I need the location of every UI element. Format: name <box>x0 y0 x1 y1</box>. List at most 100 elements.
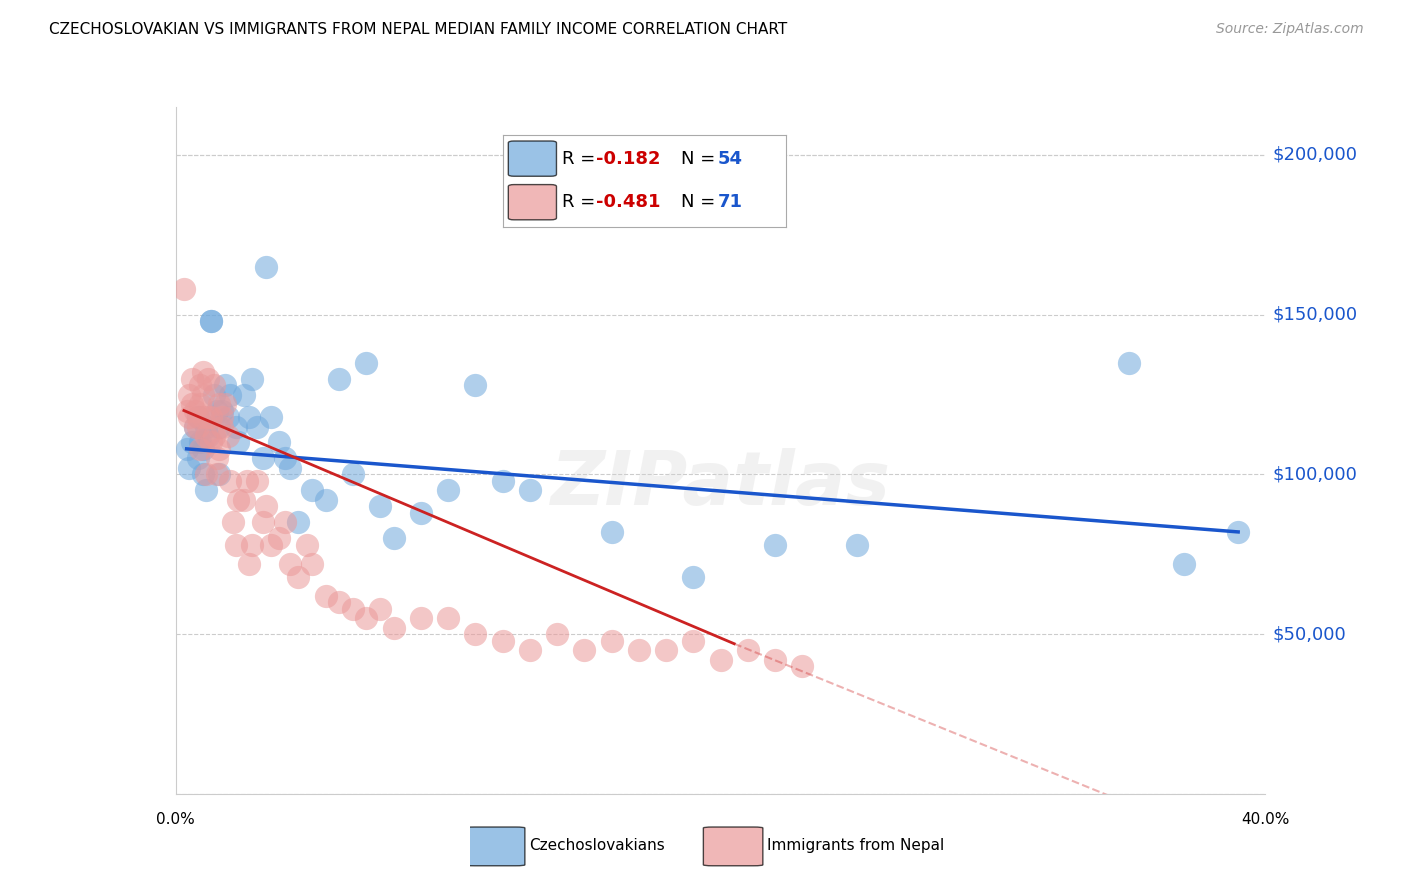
Point <box>382 531 405 545</box>
Point <box>437 483 460 498</box>
Point <box>409 611 432 625</box>
Point <box>246 474 269 488</box>
Text: N =: N = <box>681 194 721 211</box>
Point <box>200 314 222 328</box>
Point <box>464 378 486 392</box>
Point <box>519 643 541 657</box>
Point <box>228 493 250 508</box>
Point <box>200 409 222 424</box>
Point <box>238 557 260 571</box>
Point <box>763 538 786 552</box>
Point <box>197 409 219 424</box>
Point <box>356 611 378 625</box>
Point <box>240 371 263 385</box>
Point <box>186 409 209 424</box>
Point <box>1173 557 1195 571</box>
Text: Immigrants from Nepal: Immigrants from Nepal <box>768 838 945 853</box>
Point <box>492 633 515 648</box>
Text: R =: R = <box>562 150 602 168</box>
Point <box>240 538 263 552</box>
Point <box>200 314 222 328</box>
Point <box>492 474 515 488</box>
Point <box>211 409 233 424</box>
Point <box>176 442 198 456</box>
Point <box>208 419 231 434</box>
Point <box>188 442 211 456</box>
Point <box>225 538 247 552</box>
Point <box>246 419 269 434</box>
Point <box>342 601 364 615</box>
Point <box>200 435 222 450</box>
Point <box>464 627 486 641</box>
Point <box>682 633 704 648</box>
Point <box>188 397 211 411</box>
Point <box>208 442 231 456</box>
FancyBboxPatch shape <box>509 141 557 177</box>
Text: 40.0%: 40.0% <box>1241 812 1289 827</box>
Point <box>194 419 217 434</box>
FancyBboxPatch shape <box>703 827 763 866</box>
Point <box>269 531 291 545</box>
Point <box>274 516 297 530</box>
Point <box>184 419 207 434</box>
Point <box>181 397 204 411</box>
Point <box>368 601 391 615</box>
Point <box>328 595 350 609</box>
Point <box>254 260 277 274</box>
Text: CZECHOSLOVAKIAN VS IMMIGRANTS FROM NEPAL MEDIAN FAMILY INCOME CORRELATION CHART: CZECHOSLOVAKIAN VS IMMIGRANTS FROM NEPAL… <box>49 22 787 37</box>
Point <box>260 538 283 552</box>
Point <box>222 516 245 530</box>
Point <box>287 516 309 530</box>
Point <box>1227 524 1250 539</box>
Point <box>186 419 209 434</box>
Point <box>194 483 217 498</box>
Text: $100,000: $100,000 <box>1272 466 1357 483</box>
Point <box>186 409 209 424</box>
Point <box>214 397 236 411</box>
Point <box>260 409 283 424</box>
Point <box>278 557 301 571</box>
Point <box>600 633 623 648</box>
Point <box>176 403 198 417</box>
Point <box>184 419 207 434</box>
Point <box>179 409 201 424</box>
Point <box>254 500 277 514</box>
Point <box>194 467 217 482</box>
Point <box>328 371 350 385</box>
Point <box>368 500 391 514</box>
Point <box>737 643 759 657</box>
Point <box>682 569 704 583</box>
Text: 0.0%: 0.0% <box>156 812 195 827</box>
Point <box>225 419 247 434</box>
Text: $200,000: $200,000 <box>1272 146 1357 164</box>
Point <box>228 435 250 450</box>
Point <box>197 371 219 385</box>
Point <box>188 435 211 450</box>
Point <box>188 378 211 392</box>
Point <box>232 493 254 508</box>
Point <box>179 387 201 401</box>
Point <box>191 442 214 456</box>
Point <box>186 451 209 466</box>
Point <box>235 474 257 488</box>
Point <box>191 409 214 424</box>
Point <box>238 409 260 424</box>
Point <box>205 451 228 466</box>
Point <box>763 653 786 667</box>
Point <box>409 506 432 520</box>
Text: R =: R = <box>562 194 602 211</box>
Text: ZIPatlas: ZIPatlas <box>551 449 890 521</box>
Text: N =: N = <box>681 150 721 168</box>
Text: 54: 54 <box>718 150 742 168</box>
Point <box>315 589 337 603</box>
Point <box>252 516 274 530</box>
Point <box>208 397 231 411</box>
Point <box>211 419 233 434</box>
Point <box>211 403 233 417</box>
Point <box>295 538 318 552</box>
Point <box>1118 356 1140 370</box>
Point <box>287 569 309 583</box>
Point <box>197 429 219 443</box>
Text: Czechoslovakians: Czechoslovakians <box>530 838 665 853</box>
Point <box>219 474 242 488</box>
